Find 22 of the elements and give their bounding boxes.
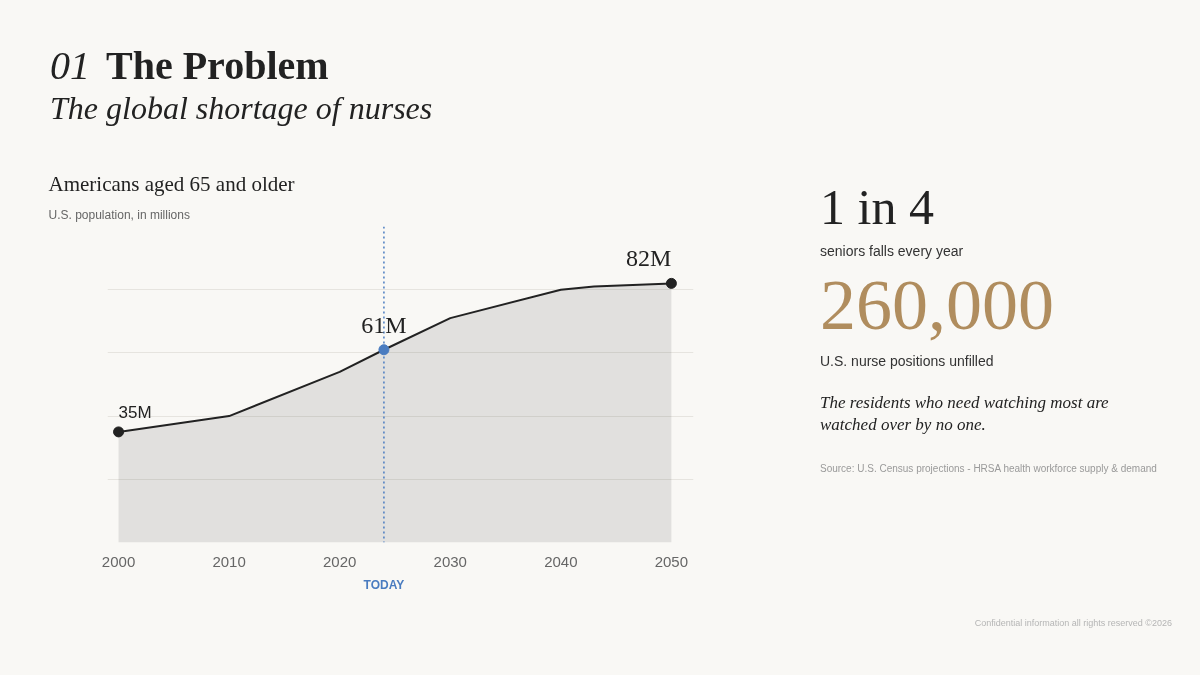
text: 01 bbox=[50, 43, 90, 88]
text: U.S. nurse positions unfilled bbox=[820, 352, 994, 371]
data-label: 35M bbox=[118, 402, 152, 422]
x-tick-label: 2040 bbox=[544, 552, 578, 570]
data-label: 82M bbox=[626, 245, 672, 272]
x-tick-label: 2020 bbox=[323, 552, 357, 570]
x-tick-label: 2000 bbox=[101, 552, 136, 570]
text: The residents who need watching most are watched over by no one. bbox=[820, 392, 1110, 437]
text: The Problem bbox=[106, 43, 329, 88]
text: The global shortage of nurses bbox=[50, 89, 433, 128]
x-tick-label: 2010 bbox=[212, 552, 246, 570]
ref-line-label: TODAY bbox=[363, 577, 405, 592]
chart-title: Americans aged 65 and older bbox=[48, 171, 295, 196]
x-tick-label: 2030 bbox=[433, 552, 467, 570]
text: seniors falls every year bbox=[820, 242, 964, 261]
text: Confidential information all rights reserved ©2026 bbox=[974, 618, 1172, 630]
text: 1 in 4 bbox=[820, 179, 934, 235]
text: 260,000 bbox=[820, 265, 1054, 346]
chart-subtitle: U.S. population, in millions bbox=[48, 207, 190, 222]
data-label: 61M bbox=[361, 311, 407, 338]
x-tick-label: 2050 bbox=[654, 552, 689, 570]
source-note: Source: U.S. Census projections - HRSA health workforce supply & demand bbox=[820, 462, 1157, 475]
